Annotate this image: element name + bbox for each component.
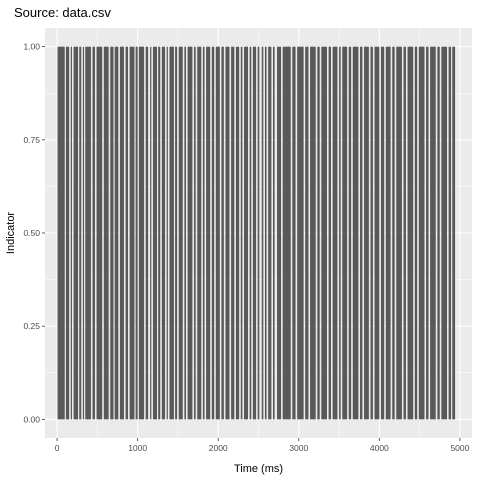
- event-bar: [212, 47, 214, 420]
- event-bar: [79, 47, 81, 420]
- event-bar: [169, 47, 173, 420]
- event-bar: [139, 47, 144, 420]
- event-bar: [194, 47, 196, 420]
- event-bar: [188, 47, 193, 420]
- event-bar: [225, 47, 229, 420]
- event-bar: [104, 47, 109, 420]
- event-bar: [241, 47, 243, 420]
- x-axis: 0 1000 2000 3000 4000 5000: [55, 438, 470, 453]
- event-bar: [441, 47, 447, 420]
- event-bar: [273, 47, 275, 420]
- y-axis-title: Indicator: [5, 212, 17, 255]
- event-bar: [430, 47, 436, 420]
- event-bar: [250, 47, 252, 420]
- event-bar: [158, 47, 160, 420]
- event-bar: [396, 47, 402, 420]
- event-bar: [175, 47, 177, 420]
- event-bar: [197, 47, 201, 420]
- event-bar: [231, 47, 234, 420]
- x-tick-label: 3000: [289, 443, 308, 453]
- event-bar: [370, 47, 372, 420]
- event-bar: [268, 47, 271, 420]
- event-bar: [97, 47, 103, 420]
- x-tick-label: 5000: [450, 443, 469, 453]
- event-bar: [426, 47, 428, 420]
- x-tick-label: 2000: [209, 443, 228, 453]
- y-tick-label: 0.50: [23, 228, 40, 238]
- event-bar: [71, 47, 72, 420]
- event-bar: [150, 47, 151, 420]
- event-bar: [136, 47, 138, 420]
- y-tick-label: 1.00: [23, 42, 40, 52]
- event-bar: [305, 47, 308, 420]
- event-bar: [244, 47, 248, 420]
- event-bar: [184, 47, 186, 420]
- event-bar: [162, 47, 165, 420]
- event-bar: [364, 47, 369, 420]
- event-bar: [57, 47, 64, 420]
- event-bar: [74, 47, 78, 420]
- event-bar: [115, 47, 119, 420]
- event-bar: [342, 47, 347, 420]
- event-bar: [292, 47, 295, 420]
- event-bar: [437, 47, 439, 420]
- event-bar: [126, 47, 128, 420]
- event-bar: [419, 47, 425, 420]
- event-bar: [283, 47, 291, 420]
- event-bar: [404, 47, 406, 420]
- event-bar: [317, 47, 319, 420]
- event-bar: [167, 47, 168, 420]
- event-bar: [375, 47, 380, 420]
- event-bar: [310, 47, 316, 420]
- event-bar: [381, 47, 384, 420]
- event-bar: [449, 47, 451, 420]
- event-bar: [360, 47, 362, 420]
- event-bar: [120, 47, 124, 420]
- event-bar: [277, 47, 281, 420]
- event-bar: [83, 47, 84, 420]
- y-tick-label: 0.25: [23, 321, 40, 331]
- event-bar: [297, 47, 303, 420]
- event-bar: [153, 47, 157, 420]
- event-bar: [265, 47, 267, 420]
- event-bar: [415, 47, 417, 420]
- event-bar: [206, 47, 210, 420]
- y-tick-label: 0.00: [23, 414, 40, 424]
- chart-title: Source: data.csv: [14, 5, 111, 20]
- event-bar: [146, 47, 148, 420]
- event-bar: [333, 47, 338, 420]
- event-bar: [452, 47, 455, 420]
- x-tick-label: 1000: [128, 443, 147, 453]
- event-bar: [66, 47, 69, 420]
- event-bar: [93, 47, 95, 420]
- x-axis-title: Time (ms): [234, 463, 283, 475]
- event-bar: [216, 47, 220, 420]
- event-bar: [179, 47, 183, 420]
- event-bar: [130, 47, 135, 420]
- event-bar: [329, 47, 331, 420]
- y-axis: 0.00 0.25 0.50 0.75 1.00: [23, 42, 45, 425]
- y-tick-label: 0.75: [23, 135, 40, 145]
- event-bar: [353, 47, 359, 420]
- event-bar: [258, 47, 260, 420]
- event-bar: [262, 47, 264, 420]
- event-bar: [203, 47, 205, 420]
- event-bar: [321, 47, 327, 420]
- event-bar: [236, 47, 239, 420]
- event-bar: [221, 47, 223, 420]
- event-bar: [408, 47, 414, 420]
- event-bar: [110, 47, 113, 420]
- event-bar: [85, 47, 91, 420]
- x-tick-label: 4000: [370, 443, 389, 453]
- event-bar: [392, 47, 394, 420]
- x-tick-label: 0: [55, 443, 60, 453]
- event-bar: [253, 47, 256, 420]
- event-bar: [386, 47, 391, 420]
- event-bar: [349, 47, 351, 420]
- event-bar: [339, 47, 341, 420]
